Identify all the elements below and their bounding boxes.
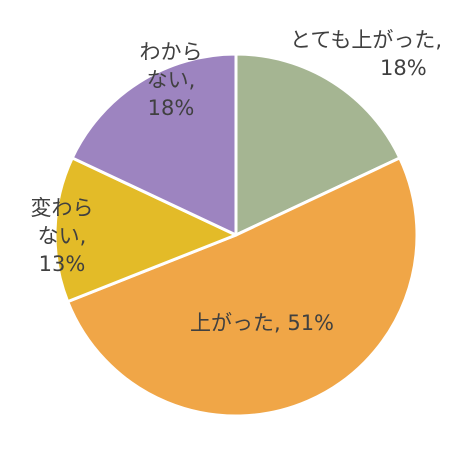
pie-slice-1 [66, 156, 419, 418]
pie-slice-label-line: 18% [148, 96, 195, 120]
pie-slice-label-line: わから [140, 40, 203, 64]
pie-slice-label-2: 変わらない, 13% [31, 196, 94, 276]
pie-slice-label-line: 18% [380, 56, 427, 80]
pie-slice-label-line: 13% [39, 252, 86, 276]
pie-slice-label-line: とても上がった, [290, 28, 442, 52]
pie-slice-label-line: ない, [147, 68, 196, 92]
pie-labels: とても上がった, 18%上がった, 51%変わらない, 13%わからない, 18% [31, 28, 443, 335]
pie-slice-0 [234, 52, 402, 237]
pie-slices [53, 52, 419, 418]
pie-slice-label-0: とても上がった, 18% [290, 28, 442, 80]
pie-slice-label-3: わからない, 18% [140, 40, 203, 120]
pie-slice-3 [70, 52, 238, 237]
pie-slice-label-line: 上がった, 51% [190, 311, 334, 335]
pie-slice-label-line: ない, [38, 224, 87, 248]
pie-slice-label-1: 上がった, 51% [190, 311, 334, 335]
pie-slice-label-line: 変わら [31, 196, 94, 220]
pie-slice-2 [53, 156, 238, 304]
